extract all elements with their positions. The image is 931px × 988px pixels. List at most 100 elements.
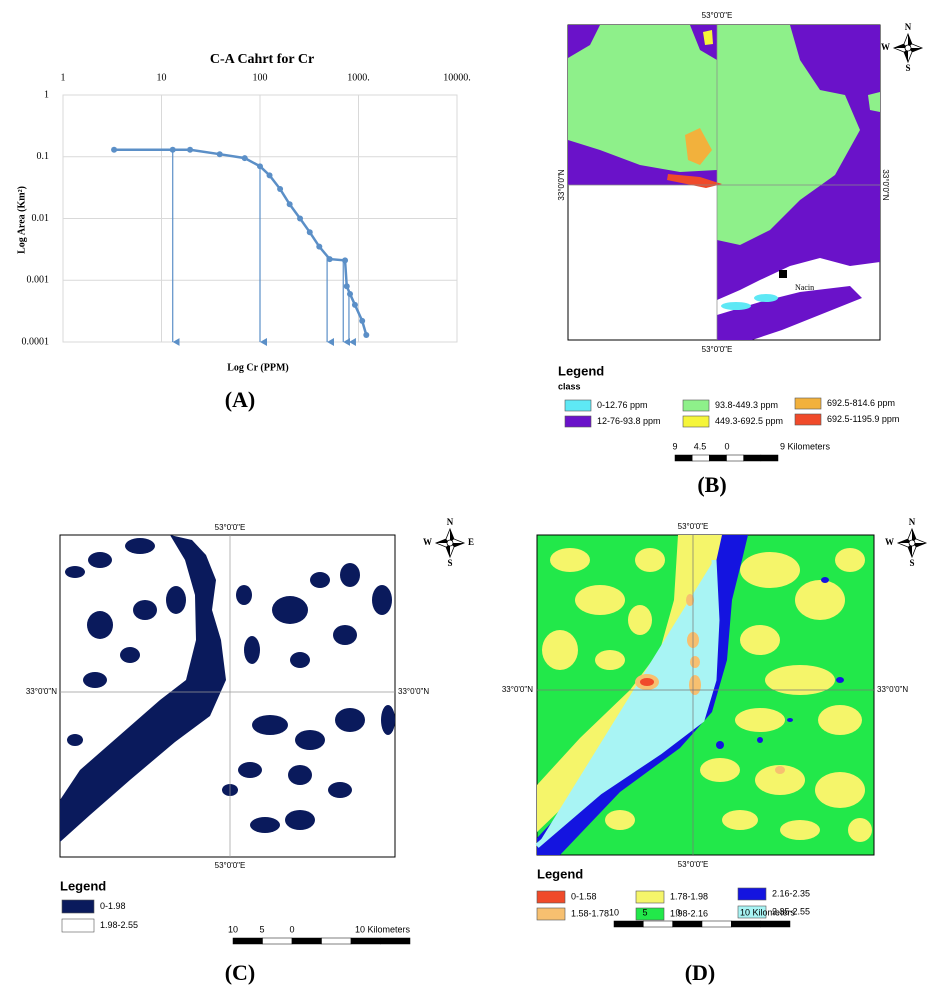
legend-label: 2.16-2.35 <box>772 888 810 898</box>
legend-label: 449.3-692.5 ppm <box>715 416 783 426</box>
data-point <box>216 151 223 158</box>
map-zone <box>595 650 625 670</box>
map-zone <box>818 705 862 735</box>
y-tick-label: 0.001 <box>27 275 50 286</box>
map-zone <box>133 600 157 620</box>
y-tick-label: 0.1 <box>37 151 50 162</box>
map-zone <box>686 594 694 606</box>
map-zone <box>236 585 252 605</box>
lat-label: 33°0'0"N <box>877 685 908 694</box>
legend-label: 93.8-449.3 ppm <box>715 400 778 410</box>
map-zone <box>568 25 717 185</box>
compass-label: W <box>885 537 894 547</box>
scale-label: 0 <box>724 441 729 451</box>
scale-bar <box>760 454 779 462</box>
legend-label: 1.78-1.98 <box>670 891 708 901</box>
legend-swatch <box>794 413 822 426</box>
scale-bar <box>613 920 644 928</box>
lat-label: 33°0'0"N <box>557 169 566 200</box>
scale-label: 10 <box>609 907 619 917</box>
legend-swatch <box>794 397 822 410</box>
data-point <box>257 163 263 170</box>
scale-bar <box>232 937 263 945</box>
map-zone <box>535 559 720 848</box>
compass-label: W <box>423 537 432 547</box>
scale-bar <box>321 937 352 945</box>
legend-swatch <box>564 415 592 428</box>
map-zone <box>775 766 785 774</box>
legend-label: 0-12.76 ppm <box>597 400 648 410</box>
legend-subtitle: class <box>558 381 581 391</box>
legend-swatch <box>682 415 710 428</box>
scale-bar <box>291 937 322 945</box>
scale-bar <box>731 920 761 928</box>
map-zone <box>83 672 107 688</box>
lon-label: 53°0'0"E <box>702 11 733 20</box>
map-zone <box>542 630 578 670</box>
y-tick-label: 0.0001 <box>22 336 50 347</box>
legend-swatch <box>682 399 710 412</box>
lon-label: 53°0'0"E <box>678 522 709 531</box>
map-zone <box>87 611 113 639</box>
map-zone <box>285 810 315 830</box>
map-zone <box>372 585 392 615</box>
data-point <box>343 283 350 290</box>
map-zone <box>635 548 665 572</box>
scale-bar <box>691 454 710 462</box>
scale-bar <box>726 454 744 462</box>
legend-label: 692.5-814.6 ppm <box>827 398 895 408</box>
map-zone <box>757 737 763 743</box>
data-point <box>241 155 248 162</box>
data-point <box>266 172 273 179</box>
data-point <box>187 146 194 153</box>
data-point <box>359 317 366 324</box>
map-b <box>567 24 881 341</box>
map-zone <box>335 708 365 732</box>
legend-label: 1.98-2.55 <box>100 920 138 930</box>
map-zone <box>717 286 862 340</box>
map-frame <box>59 534 396 858</box>
compass <box>908 539 916 547</box>
legend-title: Legend <box>537 866 583 881</box>
legend-swatch <box>635 907 665 921</box>
lon-label: 53°0'0"E <box>702 345 733 354</box>
scale-label: 0 <box>289 924 294 934</box>
data-point <box>316 243 323 250</box>
compass-label: W <box>881 42 890 52</box>
scale-label: 10 Kilometers <box>355 924 411 934</box>
scale-label: 5 <box>642 907 647 917</box>
map-c <box>59 534 396 858</box>
map-zone <box>868 92 880 112</box>
scale-bar <box>743 454 762 462</box>
map-zone <box>740 625 780 655</box>
compass <box>904 44 912 52</box>
legend-swatch <box>564 399 592 412</box>
map-zone <box>735 708 785 732</box>
map-zone <box>716 741 724 749</box>
map-zone <box>703 30 713 45</box>
scale-label: 0 <box>675 907 680 917</box>
map-zone <box>288 765 312 785</box>
map-zone <box>67 734 83 746</box>
data-point <box>326 256 333 263</box>
legend-swatch <box>61 899 95 914</box>
data-point <box>297 215 304 222</box>
data-point <box>351 301 358 308</box>
map-zone <box>125 538 155 554</box>
map-zone <box>685 128 712 165</box>
map-zone <box>88 552 112 568</box>
map-zone <box>238 762 262 778</box>
data-point <box>342 257 349 264</box>
compass-label: S <box>905 63 910 73</box>
y-tick-label: 0.01 <box>32 213 50 224</box>
map-zone <box>795 580 845 620</box>
map-zone <box>690 656 700 668</box>
legend-swatch <box>737 887 767 901</box>
y-axis-label: Log Area (Km²) <box>16 186 27 254</box>
map-zone <box>667 174 722 188</box>
place-label: Nacin <box>795 283 814 292</box>
map-zone <box>754 294 778 302</box>
legend-label: 1.98-2.16 <box>670 908 708 918</box>
x-tick-label: 1 <box>61 72 66 83</box>
